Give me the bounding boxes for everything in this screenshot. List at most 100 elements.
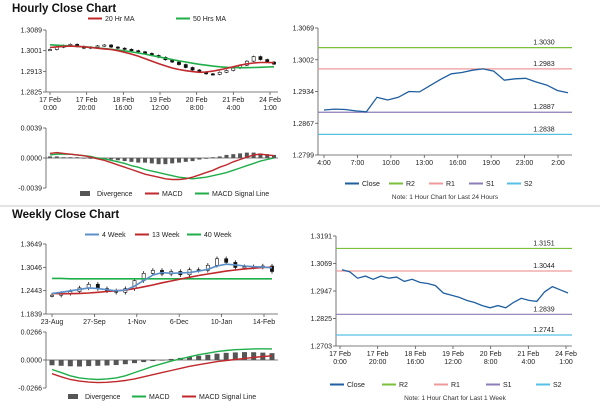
weekly-macd-divergence-bar [77, 360, 82, 367]
weekly-price-candle-body [270, 265, 274, 272]
weekly-note: Note: 1 Hour Chart for Last 1 Week [404, 395, 507, 402]
weekly-levels-x-tick-label: 19 Feb [442, 351, 464, 358]
hourly-levels-x-tick-label: 23:00 [516, 160, 534, 167]
hourly-macd-legend-label: MACD Signal Line [212, 191, 269, 198]
hourly-macd-divergence-bar [176, 158, 181, 163]
weekly-levels-legend-label: S1 [503, 382, 512, 389]
weekly-macd-divergence-bar [113, 360, 119, 366]
hourly-macd-divergence-bar [54, 156, 59, 158]
hourly-macd-divergence-bar [81, 158, 86, 159]
weekly-macd-divergence-bar [232, 352, 238, 360]
hourly-levels-x-tick-label: 19:00 [482, 160, 500, 167]
weekly-levels-x-tick-label: 17 Feb [329, 351, 351, 358]
section-divider [0, 205, 600, 207]
hourly-levels-y-tick-label: 1.2867 [293, 121, 315, 128]
weekly-macd-chart: 0.0266 0.0000 -0.0266 Divergence MACD MACD S… [18, 330, 278, 401]
hourly-macd-divergence-bar [115, 158, 120, 161]
weekly-price-y-tick-label: 1.2443 [21, 288, 43, 295]
hourly-macd-divergence-bar [258, 153, 263, 158]
weekly-levels-x-tick-label: 0:00 [333, 359, 347, 366]
hourly-price-candle-body [115, 46, 120, 49]
weekly-macd-divergence-bar [122, 360, 128, 365]
weekly-macd-divergence-bar [150, 360, 156, 362]
weekly-levels-x-tick-label: 16:00 [407, 359, 425, 366]
weekly-levels-x-tick-label: 20:00 [369, 359, 387, 366]
weekly-price-x-tick-label: 14-Feb [253, 319, 275, 326]
hourly-macd-legend-label: MACD [162, 191, 183, 198]
hourly-macd-divergence-bar [224, 154, 229, 158]
hourly-price-x-tick-label: 20:00 [78, 105, 96, 112]
weekly-levels-legend-label: R2 [399, 382, 408, 389]
hourly-macd-divergence-bar [183, 158, 188, 162]
weekly-price-x-tick-label: 10-Jan [211, 319, 233, 326]
weekly-levels-legend-label: S2 [553, 382, 562, 389]
hourly-levels-y-tick-label: 1.3002 [293, 57, 315, 64]
hourly-macd-divergence-bar [156, 158, 161, 165]
hourly-macd-divergence-bar [190, 158, 195, 162]
hourly-price-x-tick-label: 17 Feb [39, 97, 61, 104]
weekly-levels-level-label-r1: 1.3044 [533, 263, 555, 270]
hourly-price-candle-body [48, 49, 52, 52]
hourly-price-y-tick-label: 1.2825 [21, 90, 43, 97]
weekly-price-candle-body [50, 294, 54, 297]
hourly-levels-legend-label: R2 [406, 181, 415, 188]
weekly-price-candle-body [224, 258, 229, 263]
hourly-price-legend-label: 20 Hr MA [105, 16, 135, 23]
hourly-price-x-tick-label: 16:00 [115, 105, 133, 112]
weekly-price-13week-line [51, 266, 273, 295]
weekly-macd-signal-line [51, 355, 273, 384]
hourly-macd-divergence-bar [210, 157, 215, 158]
hourly-macd-divergence-bar [129, 158, 134, 162]
hourly-macd-divergence-bar [68, 157, 73, 158]
hourly-price-20hr-ma-line [49, 45, 275, 74]
hourly-levels-y-tick-label: 1.2934 [293, 89, 315, 96]
hourly-levels-x-tick-label: 7:00 [351, 160, 365, 167]
weekly-levels-x-tick-label: 20 Feb [480, 351, 502, 358]
weekly-price-legend-label: 4 Week [102, 232, 126, 239]
weekly-levels-x-tick-label: 18 Feb [404, 351, 426, 358]
hourly-price-candle-body [251, 56, 256, 62]
weekly-macd-divergence-bar [104, 360, 110, 366]
hourly-macd-divergence-bar [238, 153, 243, 158]
hourly-macd-y-tick-label: 0.0000 [21, 156, 43, 163]
hourly-price-x-tick-label: 8:00 [190, 105, 204, 112]
hourly-levels-legend-label: S2 [524, 181, 533, 188]
hourly-price-candle-body [102, 44, 107, 47]
hourly-price-candle-body [183, 64, 188, 68]
weekly-levels-x-tick-label: 21 Feb [517, 351, 539, 358]
hourly-macd-divergence-bar [109, 158, 114, 160]
weekly-levels-level-label-r2: 1.3151 [533, 240, 555, 247]
hourly-price-x-tick-label: 0:00 [43, 105, 57, 112]
weekly-macd-y-tick-label: 0.0000 [21, 358, 43, 365]
weekly-macd-divergence-bar [95, 360, 101, 366]
weekly-price-chart: 1.3649 1.3046 1.2443 1.1839 23-Aug 27-Sep 1-N… [21, 232, 278, 326]
weekly-macd-legend-label: Divergence [85, 394, 121, 401]
weekly-macd-divergence-bar [86, 360, 92, 367]
weekly-levels-y-tick-label: 1.3191 [311, 234, 333, 241]
weekly-macd-divergence-bar [269, 353, 275, 360]
hourly-price-x-tick-label: 24 Feb [259, 97, 281, 104]
hourly-macd-divergence-bar [217, 156, 222, 158]
hourly-price-candle-body [136, 50, 141, 53]
weekly-price-y-tick-label: 1.1839 [21, 312, 43, 319]
hourly-price-candle-body [177, 61, 181, 65]
hourly-price-candle-body [95, 45, 100, 48]
hourly-macd-y-tick-label: 0.0039 [21, 126, 43, 133]
hourly-price-candle-body [190, 67, 195, 71]
weekly-macd-y-tick-label: -0.0266 [18, 386, 42, 393]
weekly-levels-y-tick-label: 1.3069 [311, 261, 333, 268]
weekly-levels-level-label-s1: 1.2839 [533, 306, 555, 313]
hourly-macd-divergence-bar [136, 158, 141, 163]
weekly-macd-divergence-bar [168, 358, 174, 360]
weekly-levels-x-tick-label: 24 Feb [555, 351, 577, 358]
hourly-macd-divergence-bar [272, 154, 276, 158]
hourly-levels-chart: 1.3069 1.3002 1.2934 1.2867 1.2799 4:00 7:00 1… [293, 26, 572, 201]
weekly-price-candle-body [205, 264, 210, 271]
weekly-levels-x-tick-label: 4:00 [522, 359, 536, 366]
hourly-price-candle-body [265, 59, 270, 63]
hourly-levels-level-label-r1: 1.2983 [533, 61, 555, 68]
hourly-levels-level-label-s1: 1.2887 [533, 104, 555, 111]
hourly-macd-chart: 0.0039 0.0000 -0.0039 Divergence MACD MACD S… [18, 126, 278, 198]
hourly-price-x-tick-label: 4:00 [227, 105, 241, 112]
weekly-macd-divergence-bar [159, 360, 165, 361]
